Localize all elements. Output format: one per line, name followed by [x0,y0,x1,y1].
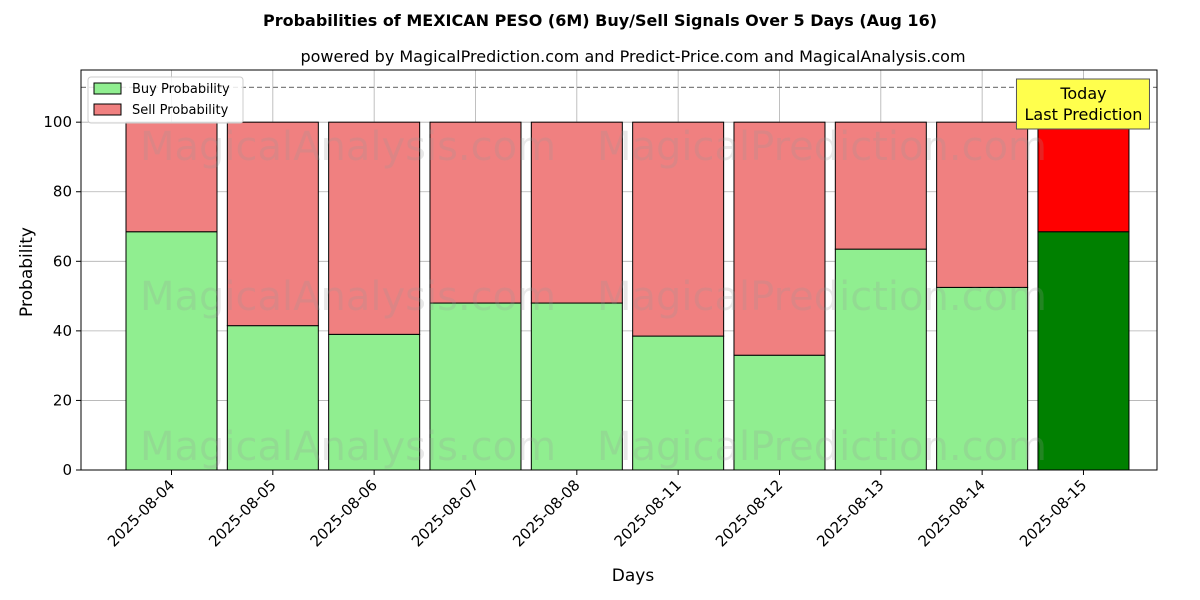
bar-sell [936,121,1029,288]
bar-sell [834,121,927,250]
bar-sell [429,121,522,304]
legend: Buy Probability Sell Probability [87,76,244,124]
legend-label: Buy Probability [132,82,230,97]
x-tick-label: 2025-08-05 [205,476,279,550]
bar-buy [328,333,421,471]
y-tick-label: 80 [53,183,72,201]
bar-buy [733,354,826,471]
watermark-text: MagicalPrediction.com [597,274,1047,320]
legend-swatch [93,82,122,95]
bar-sell [328,121,421,335]
y-tick-label: 60 [53,252,72,270]
bar-buy [530,302,623,471]
bar-sell [530,121,623,304]
watermark-text: MagicalAnalysis.com [140,124,556,170]
bar-buy [429,302,522,471]
bar-sell [632,121,725,337]
x-axis-label: Days [612,566,655,586]
x-tick-label: 2025-08-08 [509,476,583,550]
x-tick-label: 2025-08-13 [813,476,887,550]
x-tick-label: 2025-08-12 [712,476,786,550]
watermark-text: MagicalAnalysis.com [140,424,556,470]
plot-frame [80,69,1158,471]
watermark-text: MagicalPrediction.com [597,124,1047,170]
y-axis-label: Probability [17,227,37,317]
chart-subtitle: powered by MagicalPrediction.com and Pre… [300,47,965,66]
watermark-text: MagicalPrediction.com [597,424,1047,470]
x-tick-label: 2025-08-06 [307,476,381,550]
x-tick-label: 2025-08-14 [915,476,989,550]
annotation-text: Today [1059,84,1106,103]
bars [125,121,1130,471]
bar-sell [226,121,319,327]
bar-sell [733,121,826,356]
today-annotation: Today Last Prediction [1015,78,1150,130]
chart-title: Probabilities of MEXICAN PESO (6M) Buy/S… [263,11,937,30]
y-tick-label: 0 [62,461,72,479]
bar-buy [632,335,725,471]
annotation-box [1015,78,1150,130]
y-tick-label: 40 [53,322,72,340]
legend-label: Sell Probability [132,103,229,118]
bar-sell [125,121,218,233]
bar-buy [125,231,218,471]
y-tick-label: 20 [53,391,72,409]
bar-buy [834,248,927,471]
bar-buy [936,286,1029,471]
legend-swatch [93,103,122,116]
x-tick-label: 2025-08-11 [611,476,685,550]
x-tick-label: 2025-08-07 [408,476,482,550]
legend-box [87,76,244,124]
watermarks: MagicalAnalysis.com MagicalPrediction.com… [140,124,1047,470]
x-tick-label: 2025-08-15 [1016,476,1090,550]
watermark-text: MagicalAnalysis.com [140,274,556,320]
bar-sell [1037,121,1130,233]
x-tick-label: 2025-08-04 [104,476,178,550]
y-tick-label: 100 [43,113,72,131]
annotation-text: Last Prediction [1025,105,1143,124]
bar-buy [1037,231,1130,471]
